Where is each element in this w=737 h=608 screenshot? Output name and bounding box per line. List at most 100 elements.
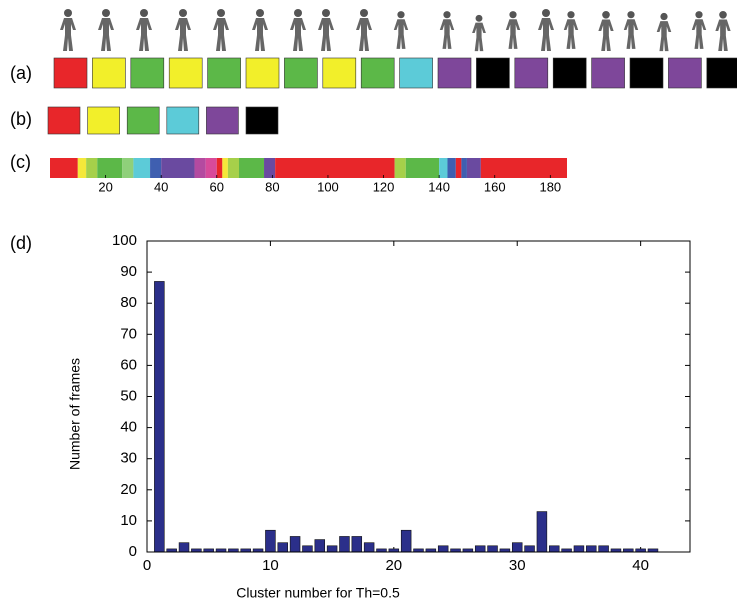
color-segment <box>480 158 567 178</box>
color-segment <box>122 158 134 178</box>
color-box <box>87 106 120 135</box>
color-segment <box>86 158 98 178</box>
panel-label: (b) <box>10 109 32 129</box>
bar <box>437 545 449 553</box>
color-box <box>399 57 433 89</box>
y-tick-label: 50 <box>120 387 137 404</box>
color-box <box>47 106 81 135</box>
pose-figure <box>505 11 521 49</box>
bar <box>474 545 486 553</box>
pose-figure <box>623 11 639 49</box>
bar <box>314 539 326 553</box>
pose-figure <box>175 9 191 51</box>
color-segment <box>97 158 123 178</box>
color-box <box>552 57 587 89</box>
color-segment <box>133 158 151 178</box>
pose-figure <box>691 11 707 49</box>
pose-figure <box>472 14 486 52</box>
x-tick-label: 30 <box>509 557 526 574</box>
bar <box>289 536 301 553</box>
bar <box>598 545 609 553</box>
pose-figure <box>356 9 372 51</box>
color-box <box>245 106 279 135</box>
color-box <box>53 57 88 89</box>
color-box <box>207 57 241 89</box>
bar <box>363 542 375 553</box>
color-segment <box>239 158 265 178</box>
color-segment <box>205 158 217 178</box>
pose-figure <box>213 9 229 51</box>
y-tick-label: 70 <box>120 325 137 342</box>
pose-figure <box>563 11 579 49</box>
color-segment <box>222 158 228 178</box>
color-box <box>166 106 200 135</box>
color-box <box>668 57 702 89</box>
x-tick-label: 60 <box>210 179 224 194</box>
bar <box>511 542 523 553</box>
color-box <box>126 106 160 135</box>
color-segment <box>150 158 162 178</box>
bar <box>487 545 498 553</box>
color-segment <box>439 158 448 178</box>
color-box <box>245 57 280 89</box>
y-tick-label: 30 <box>120 450 137 467</box>
bar <box>586 545 597 553</box>
x-tick-label: 180 <box>539 179 561 194</box>
bar <box>302 545 313 553</box>
bar <box>573 545 585 553</box>
pose-figures <box>60 9 731 52</box>
bar <box>265 529 276 553</box>
x-tick-label: 20 <box>98 179 112 194</box>
color-segment <box>194 158 206 178</box>
color-segment <box>50 158 78 178</box>
bar <box>178 542 190 553</box>
pose-figure <box>715 10 731 52</box>
panel-label: (a) <box>10 63 32 83</box>
color-segment <box>161 158 195 178</box>
bar <box>326 545 338 553</box>
color-segment <box>405 158 440 178</box>
color-box <box>706 57 737 89</box>
x-tick-label: 120 <box>373 179 395 194</box>
color-box <box>92 57 126 89</box>
y-tick-label: 20 <box>120 481 137 498</box>
x-tick-label: 10 <box>262 557 279 574</box>
color-segment <box>227 158 240 178</box>
pose-figure <box>393 11 409 49</box>
color-segment <box>216 158 223 178</box>
color-segment <box>466 158 481 178</box>
color-box <box>437 57 472 89</box>
x-tick-label: 140 <box>428 179 450 194</box>
color-box <box>360 57 395 89</box>
pose-figure <box>538 9 554 51</box>
pose-figure <box>252 9 268 51</box>
pose-figure <box>290 9 306 51</box>
bar <box>339 536 350 553</box>
x-axis-title: Cluster number for Th=0.5 <box>236 585 400 601</box>
y-tick-label: 60 <box>120 356 137 373</box>
bar <box>524 545 535 553</box>
y-tick-label: 90 <box>120 263 137 280</box>
color-box <box>168 57 203 89</box>
color-box <box>591 57 625 89</box>
x-tick-label: 0 <box>143 557 151 574</box>
y-tick-label: 40 <box>120 419 137 436</box>
panel-label: (d) <box>10 233 32 253</box>
color-segment <box>77 158 87 178</box>
plot-frame <box>146 240 691 553</box>
pose-figure <box>598 10 614 52</box>
color-box <box>322 57 357 89</box>
x-tick-label: 100 <box>317 179 339 194</box>
y-tick-label: 0 <box>129 543 137 560</box>
color-box <box>206 106 239 135</box>
pose-figure <box>656 12 672 52</box>
pose-figure <box>98 9 114 51</box>
x-tick-label: 40 <box>154 179 168 194</box>
pose-figure <box>136 9 152 51</box>
bar <box>400 529 412 553</box>
y-tick-label: 10 <box>120 512 137 529</box>
color-segment <box>394 158 406 178</box>
color-segment <box>264 158 276 178</box>
